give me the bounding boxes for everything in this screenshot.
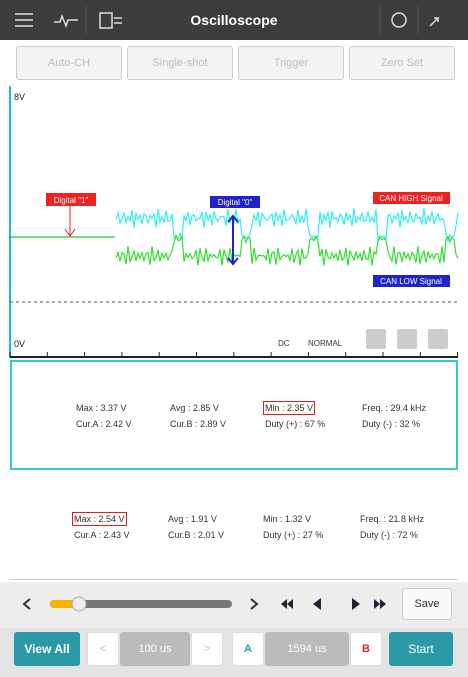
y-min-label: 0V [14,339,25,349]
can-high-label: CAN HIGH Signal [379,194,443,203]
channel-b-panel: Max : 2.54 V Avg : 1.91 V Min : 1.32 V Freq… [10,470,458,580]
stat: Avg : 2.85 V [170,403,219,413]
digital-1-label: Digital "1" [54,196,89,205]
mode: NORMAL [308,339,343,348]
digital-0-label: Digital "0" [218,198,253,207]
stat: Cur.A : 2.43 V [74,530,130,540]
top-bar-icons: Oscilloscope [15,6,440,34]
time-div: 100 us [120,632,190,666]
playback-icons [22,596,386,612]
title: Oscilloscope [190,12,277,28]
stat: Min : 1.32 V [263,514,312,524]
next-button[interactable]: > [191,632,223,666]
save-button[interactable]: Save [402,588,452,620]
prev-button[interactable]: < [87,632,119,666]
y-max-label: 8V [14,92,25,102]
stat: Duty (-) : 72 % [360,530,419,540]
cursor-a-button[interactable]: A [232,632,264,666]
cursor-span: 1594 us [265,632,349,666]
playback-bar: Save [0,582,468,628]
auto-ch-button[interactable]: Auto-CH [16,46,122,80]
stat: Avg : 1.91 V [168,514,217,524]
scope: 8V 0V Digital "1" Digital "0" CAN HIGH S… [9,86,459,358]
coupling: DC [278,339,290,348]
start-button[interactable]: Start [389,632,453,666]
top-bar: Oscilloscope [0,0,468,40]
stat: Cur.A : 2.42 V [76,419,132,429]
stat: Max : 2.54 V [72,512,127,526]
view-all-button[interactable]: View All [14,632,80,666]
trigger-button[interactable]: Trigger [238,46,344,80]
stat: Cur.B : 2.89 V [170,419,227,429]
stat: Max : 3.37 V [76,403,127,413]
stat: Duty (-) : 32 % [362,419,421,429]
stat: Cur.B : 2.01 V [168,530,225,540]
stat: Freq. : 21.8 kHz [360,514,425,524]
channel-a-panel: Max : 3.37 V Avg : 2.85 V Min : 2.35 V Freq… [10,360,458,470]
single-shot-button[interactable]: Single-shot [127,46,233,80]
zero-set-button[interactable]: Zero Set [349,46,455,80]
stat: Min : 2.35 V [262,401,316,415]
stat: Duty (+) : 67 % [265,419,326,429]
cursor-b-button[interactable]: B [350,632,382,666]
stat: Duty (+) : 27 % [263,530,324,540]
stat: Freq. : 29.4 kHz [362,403,427,413]
can-low-label: CAN LOW Signal [380,277,442,286]
